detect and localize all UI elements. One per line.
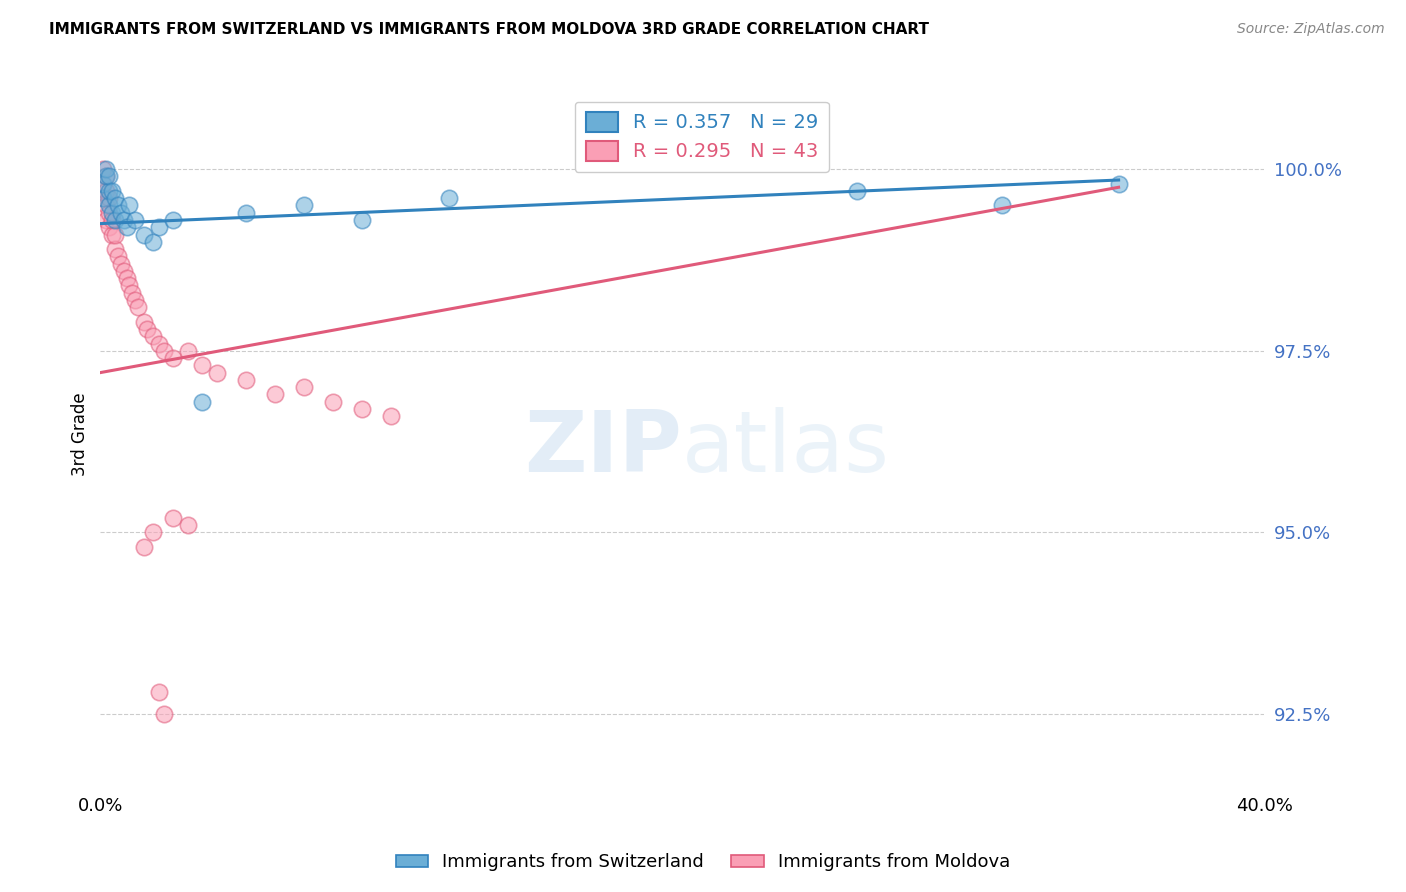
Legend: R = 0.357   N = 29, R = 0.295   N = 43: R = 0.357 N = 29, R = 0.295 N = 43 bbox=[575, 102, 828, 172]
Text: atlas: atlas bbox=[682, 407, 890, 490]
Immigrants from Switzerland bbox=[132, 227, 155, 242]
Immigrants from Switzerland bbox=[1108, 177, 1130, 191]
Immigrants from Switzerland bbox=[235, 205, 257, 219]
Immigrants from Moldova bbox=[91, 177, 114, 191]
Immigrants from Moldova bbox=[96, 213, 118, 227]
Immigrants from Switzerland bbox=[96, 169, 118, 184]
Immigrants from Switzerland bbox=[142, 235, 165, 249]
Immigrants from Switzerland bbox=[148, 220, 170, 235]
Immigrants from Moldova bbox=[112, 264, 135, 278]
Immigrants from Switzerland bbox=[845, 184, 868, 198]
Immigrants from Switzerland bbox=[115, 220, 138, 235]
Immigrants from Moldova bbox=[148, 336, 170, 351]
Immigrants from Switzerland bbox=[98, 184, 121, 198]
Immigrants from Switzerland bbox=[104, 191, 127, 205]
Immigrants from Moldova bbox=[352, 401, 374, 416]
Immigrants from Moldova bbox=[101, 227, 124, 242]
Immigrants from Moldova bbox=[124, 293, 146, 307]
Immigrants from Moldova bbox=[153, 343, 176, 358]
Immigrants from Moldova bbox=[91, 162, 114, 177]
Immigrants from Moldova bbox=[132, 540, 155, 554]
Immigrants from Switzerland bbox=[439, 191, 461, 205]
Immigrants from Moldova bbox=[104, 227, 127, 242]
Immigrants from Moldova bbox=[142, 329, 165, 343]
Immigrants from Moldova bbox=[96, 169, 118, 184]
Immigrants from Moldova bbox=[98, 220, 121, 235]
Immigrants from Moldova bbox=[96, 198, 118, 212]
Immigrants from Moldova bbox=[135, 322, 157, 336]
Immigrants from Moldova bbox=[176, 518, 198, 533]
Immigrants from Switzerland bbox=[101, 184, 124, 198]
Immigrants from Moldova bbox=[115, 271, 138, 285]
Immigrants from Moldova bbox=[380, 409, 402, 424]
Immigrants from Switzerland bbox=[91, 191, 114, 205]
Immigrants from Moldova bbox=[91, 191, 114, 205]
Immigrants from Moldova bbox=[176, 343, 198, 358]
Immigrants from Switzerland bbox=[96, 162, 118, 177]
Immigrants from Moldova bbox=[205, 366, 228, 380]
Immigrants from Moldova bbox=[96, 184, 118, 198]
Immigrants from Switzerland bbox=[112, 213, 135, 227]
Y-axis label: 3rd Grade: 3rd Grade bbox=[72, 392, 89, 476]
Immigrants from Moldova bbox=[98, 205, 121, 219]
Immigrants from Switzerland bbox=[118, 198, 141, 212]
Text: Source: ZipAtlas.com: Source: ZipAtlas.com bbox=[1237, 22, 1385, 37]
Immigrants from Moldova bbox=[292, 380, 315, 394]
Immigrants from Switzerland bbox=[107, 198, 129, 212]
Immigrants from Moldova bbox=[264, 387, 287, 401]
Immigrants from Moldova bbox=[98, 191, 121, 205]
Immigrants from Moldova bbox=[162, 351, 184, 365]
Text: IMMIGRANTS FROM SWITZERLAND VS IMMIGRANTS FROM MOLDOVA 3RD GRADE CORRELATION CHA: IMMIGRANTS FROM SWITZERLAND VS IMMIGRANT… bbox=[49, 22, 929, 37]
Immigrants from Switzerland bbox=[98, 169, 121, 184]
Legend: Immigrants from Switzerland, Immigrants from Moldova: Immigrants from Switzerland, Immigrants … bbox=[388, 847, 1018, 879]
Immigrants from Switzerland bbox=[352, 213, 374, 227]
Immigrants from Switzerland bbox=[292, 198, 315, 212]
Immigrants from Moldova bbox=[322, 394, 344, 409]
Text: ZIP: ZIP bbox=[524, 407, 682, 490]
Immigrants from Switzerland bbox=[162, 213, 184, 227]
Immigrants from Switzerland bbox=[991, 198, 1014, 212]
Immigrants from Switzerland bbox=[110, 205, 132, 219]
Immigrants from Switzerland bbox=[191, 394, 214, 409]
Immigrants from Switzerland bbox=[124, 213, 146, 227]
Immigrants from Moldova bbox=[104, 242, 127, 256]
Immigrants from Moldova bbox=[142, 525, 165, 540]
Immigrants from Moldova bbox=[191, 359, 214, 373]
Immigrants from Moldova bbox=[107, 249, 129, 263]
Immigrants from Switzerland bbox=[101, 205, 124, 219]
Immigrants from Moldova bbox=[118, 278, 141, 293]
Immigrants from Moldova bbox=[110, 256, 132, 270]
Immigrants from Switzerland bbox=[98, 198, 121, 212]
Immigrants from Moldova bbox=[153, 707, 176, 722]
Immigrants from Moldova bbox=[132, 315, 155, 329]
Immigrants from Moldova bbox=[162, 511, 184, 525]
Immigrants from Switzerland bbox=[91, 177, 114, 191]
Immigrants from Moldova bbox=[235, 373, 257, 387]
Immigrants from Moldova bbox=[121, 285, 143, 300]
Immigrants from Moldova bbox=[148, 685, 170, 699]
Immigrants from Moldova bbox=[101, 213, 124, 227]
Immigrants from Switzerland bbox=[104, 213, 127, 227]
Immigrants from Moldova bbox=[127, 300, 149, 314]
